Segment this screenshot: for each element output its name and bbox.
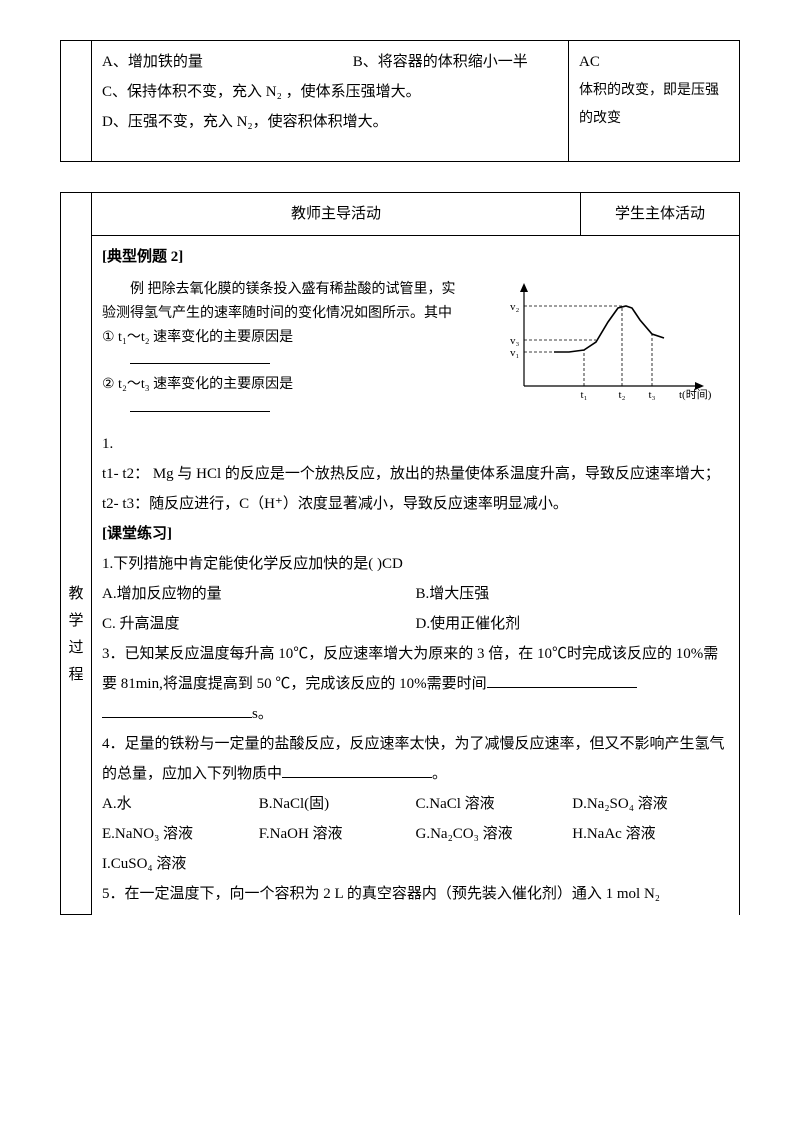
- q4-e: E.NaNO₃ 溶液: [102, 819, 259, 849]
- xlabel-t2: t₂: [619, 389, 626, 401]
- table2-side-label: 教 学 过 程: [61, 236, 92, 915]
- ylabel-v3: v₃: [510, 335, 520, 347]
- rate-curve: [554, 306, 664, 352]
- q4-stem: 4．足量的铁粉与一定量的盐酸反应，反应速率太快，为了减慢反应速率，但又不影响产生…: [102, 729, 729, 789]
- q3-blank1: [487, 672, 637, 688]
- q4-options-row2: E.NaNO₃ 溶液 F.NaOH 溶液 G.Na₂CO₃ 溶液 H.NaAc …: [102, 819, 729, 849]
- q4-d: D.Na₂SO₄ 溶液: [572, 789, 729, 819]
- q4-g: G.Na₂CO₃ 溶液: [416, 819, 573, 849]
- table1-answer-cell: AC 体积的改变，即是压强的改变: [569, 41, 740, 162]
- num-1: 1.: [102, 429, 729, 459]
- table1-left-empty: [61, 41, 92, 162]
- q4-options-row1: A.水 B.NaCl(固) C.NaCl 溶液 D.Na₂SO₄ 溶液: [102, 789, 729, 819]
- q1-options-row1: A.增加反应物的量 B.增大压强: [102, 579, 729, 609]
- option-d: D、压强不变，充入 N₂，使容积体积增大。: [102, 107, 558, 137]
- blank-q1: [130, 349, 270, 364]
- side-char-4: 程: [63, 662, 89, 689]
- example2-block: 例 把除去氧化膜的镁条投入盛有稀盐酸的试管里，实验测得氢气产生的速率随时间的变化…: [102, 278, 729, 421]
- q3-tail: s。: [252, 706, 273, 722]
- q1-b: B.增大压强: [416, 579, 730, 609]
- q4-b: B.NaCl(固): [259, 789, 416, 819]
- ylabel-v2: v₂: [510, 301, 520, 313]
- answer-t12: t1- t2： Mg 与 HCl 的反应是一个放热反应，放出的热量使体系温度升高…: [102, 459, 729, 489]
- table-1: A、增加铁的量 B、将容器的体积缩小一半 C、保持体积不变，充入 N₂ ，使体系…: [60, 40, 740, 162]
- side-char-3: 过: [63, 635, 89, 662]
- ylabel-v1: v₁: [510, 347, 520, 359]
- table-2: 教师主导活动 学生主体活动 教 学 过 程 [典型例题 2] 例 把除去氧化膜的…: [60, 192, 740, 915]
- q5-stem: 5．在一定温度下，向一个容积为 2 L 的真空容器内（预先装入催化剂）通入 1 …: [102, 879, 729, 909]
- q3-line2: s。: [102, 699, 729, 729]
- table1-options-cell: A、增加铁的量 B、将容器的体积缩小一半 C、保持体积不变，充入 N₂ ，使体系…: [92, 41, 569, 162]
- q3-stem: 3．已知某反应温度每升高 10℃，反应速率增大为原来的 3 倍，在 10℃时完成…: [102, 639, 729, 699]
- practice-title: [课堂练习]: [102, 519, 729, 549]
- answer-text: AC: [579, 47, 729, 77]
- q1-c: C. 升高温度: [102, 609, 416, 639]
- example2-title: [典型例题 2]: [102, 242, 729, 272]
- example2-q1: ① t₁～t₂ 速率变化的主要原因是: [102, 326, 466, 350]
- q4-tail: 。: [432, 766, 447, 782]
- q4-f: F.NaOH 溶液: [259, 819, 416, 849]
- blank-q2: [130, 397, 270, 412]
- x-axis-label: t(时间): [679, 388, 712, 401]
- q4-blank: [282, 762, 432, 778]
- q4-a: A.水: [102, 789, 259, 819]
- header-teacher: 教师主导活动: [92, 193, 581, 236]
- answer-note: 体积的改变，即是压强的改变: [579, 77, 729, 133]
- side-char-1: 教: [63, 581, 89, 608]
- option-a: A、增加铁的量: [102, 47, 353, 77]
- answer-t23: t2- t3：随反应进行，C（H⁺）浓度显著减小，导致反应速率明显减小。: [102, 489, 729, 519]
- q1-options-row2: C. 升高温度 D.使用正催化剂: [102, 609, 729, 639]
- option-c: C、保持体积不变，充入 N₂ ，使体系压强增大。: [102, 77, 558, 107]
- header-student: 学生主体活动: [581, 193, 740, 236]
- rate-time-graph: v₂ v₃ v₁ t₁ t₂ t₃ t(时间): [504, 278, 719, 418]
- table2-side-empty: [61, 193, 92, 236]
- q1-stem: 1.下列措施中肯定能使化学反应加快的是( )CD: [102, 549, 729, 579]
- example2-stem: 例 把除去氧化膜的镁条投入盛有稀盐酸的试管里，实验测得氢气产生的速率随时间的变化…: [102, 278, 466, 326]
- xlabel-t1: t₁: [581, 389, 588, 401]
- q1-d: D.使用正催化剂: [416, 609, 730, 639]
- example2-q2: ② t₂～t₃ 速率变化的主要原因是: [102, 373, 466, 397]
- q1-a: A.增加反应物的量: [102, 579, 416, 609]
- q4-i: I.CuSO₄ 溶液: [102, 849, 729, 879]
- main-content-cell: [典型例题 2] 例 把除去氧化膜的镁条投入盛有稀盐酸的试管里，实验测得氢气产生…: [92, 236, 740, 915]
- q3-blank2: [102, 702, 252, 718]
- q4-c: C.NaCl 溶液: [416, 789, 573, 819]
- option-b: B、将容器的体积缩小一半: [353, 47, 558, 77]
- side-char-2: 学: [63, 608, 89, 635]
- ex2-q2-text: ② t₂～t₃ 速率变化的主要原因是: [102, 377, 293, 392]
- xlabel-t3: t₃: [649, 389, 656, 401]
- y-arrow: [520, 283, 528, 292]
- q4-h: H.NaAc 溶液: [572, 819, 729, 849]
- ex2-q1-text: ① t₁～t₂ 速率变化的主要原因是: [102, 330, 293, 345]
